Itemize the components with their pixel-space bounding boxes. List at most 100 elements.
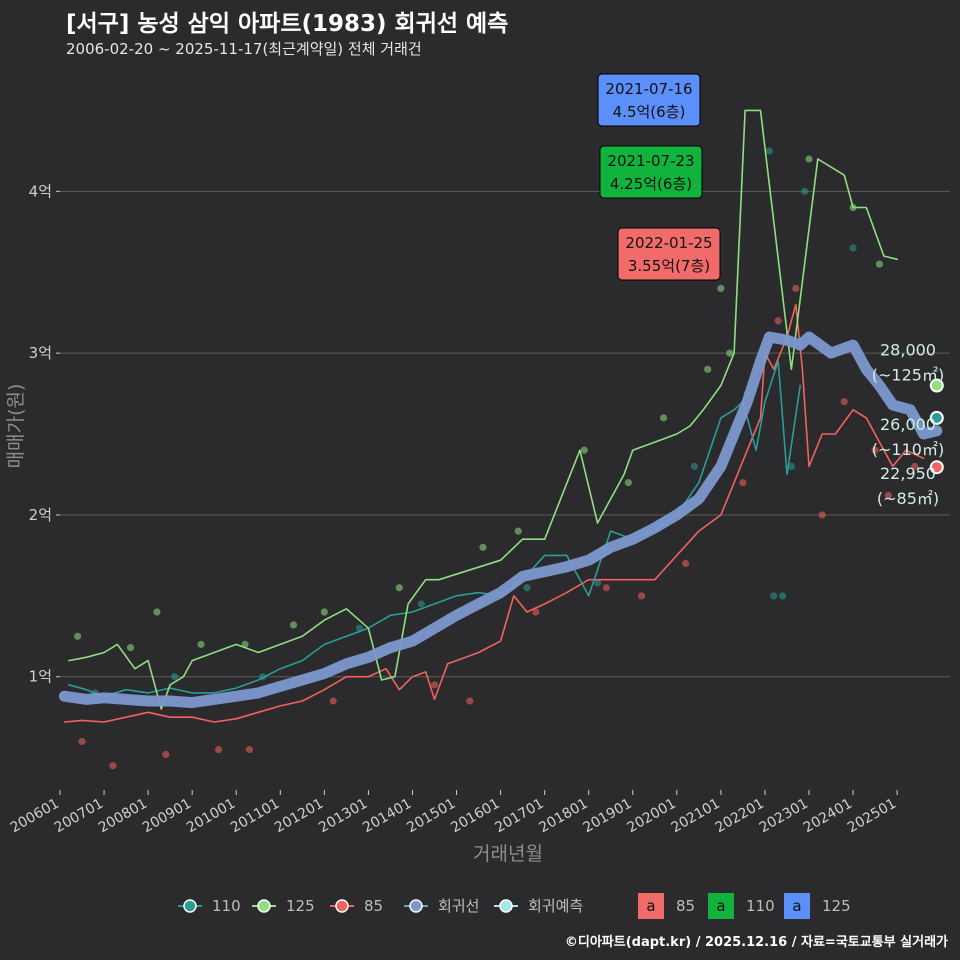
legend-box-glyph: a (646, 897, 655, 915)
x-tick-label: 201401 (360, 796, 414, 837)
legend-swatch-dot (409, 899, 423, 913)
x-tick-label: 201901 (580, 796, 634, 837)
x-tick-label: 201201 (272, 796, 326, 837)
y-tick-label: 3억 (29, 344, 52, 362)
scatter-point-85 (637, 592, 646, 600)
y-tick-label: 1억 (29, 668, 52, 686)
callout-date: 2021-07-23 (607, 152, 694, 170)
scatter-point-125 (126, 644, 135, 652)
callout-box (599, 145, 703, 199)
scatter-point-125 (624, 478, 632, 487)
scatter-point-125 (320, 608, 328, 616)
scatter-point-85 (532, 608, 540, 616)
callout-date: 2021-07-16 (605, 80, 692, 98)
scatter-point-85 (884, 491, 892, 500)
x-tick-label: 200801 (96, 796, 150, 837)
scatter-point-85 (871, 446, 879, 454)
callout-price: 3.55억(7층) (628, 257, 710, 275)
scatter-point-110 (690, 462, 699, 471)
scatter-point-125 (805, 155, 813, 163)
legend-swatch-dot (257, 899, 271, 913)
scatter-point-85 (602, 584, 610, 592)
x-tick-label: 202101 (669, 796, 723, 837)
callout-price: 4.25억(6층) (610, 175, 692, 193)
forecast-value-label: 22,950 (880, 464, 936, 483)
legend-label: 125 (286, 897, 315, 915)
scatter-point-85 (466, 697, 474, 705)
scatter-point-85 (818, 511, 826, 519)
scatter-point-110 (523, 584, 531, 592)
scatter-point-110 (765, 147, 773, 155)
scatter-point-85 (78, 737, 86, 746)
callout-2022-01-25: 2022-01-25 3.55억(7층) (617, 227, 721, 281)
forecast-marker-85 (929, 460, 944, 475)
callout-price: 4.5억(6층) (613, 103, 686, 121)
forecast-marker-110 (929, 410, 944, 425)
callout-2021-07-16: 2021-07-16 4.5억(6층) (597, 73, 701, 127)
callout-date: 2022-01-25 (625, 234, 712, 252)
scatter-point-85 (215, 745, 223, 754)
x-tick-label: 202401 (801, 796, 855, 837)
x-tick-label: 200701 (52, 796, 106, 837)
scatter-point-85 (430, 681, 439, 689)
x-tick-label: 201501 (404, 796, 458, 837)
x-tick-label: 202001 (625, 796, 679, 837)
x-tick-label: 202201 (713, 796, 767, 837)
forecast-area-label: (~110㎡) (872, 440, 944, 459)
callout-box (617, 227, 721, 281)
x-tick-label: 201301 (316, 796, 370, 837)
series-line-125 (68, 109, 898, 710)
x-tick-label: 201001 (184, 796, 238, 837)
legend-swatch-dot (335, 899, 349, 913)
legend-box-label: 125 (822, 897, 851, 915)
x-tick-label: 201601 (448, 796, 502, 837)
scatter-point-110 (170, 673, 179, 681)
scatter-point-125 (704, 365, 712, 373)
legend-box-label: 85 (676, 897, 695, 915)
annotation-callouts: 2021-07-16 4.5억(6층) 2021-07-23 4.25억(6층) 202… (597, 73, 721, 281)
x-tick-label: 202301 (757, 796, 811, 837)
series-line-85 (63, 303, 925, 723)
callout-box (597, 73, 701, 127)
legend: 110 125 85 회귀선 회귀예측 a 85 a 110 a 125 (178, 893, 851, 919)
x-tick-label: 202501 (845, 796, 899, 837)
scatter-point-125 (74, 632, 82, 640)
scatter-point-110 (778, 592, 787, 600)
scatter-point-85 (329, 697, 337, 705)
forecast-markers: 28,000 (~125㎡) 26,000 (~110㎡) 22,950 (~85㎡) (872, 341, 944, 509)
forecast-value-label: 28,000 (880, 341, 936, 360)
x-tick-label: 201801 (536, 796, 590, 837)
scatter-points (74, 147, 919, 770)
legend-label: 85 (364, 897, 383, 915)
scatter-point-125 (197, 640, 205, 648)
scatter-point-110 (770, 592, 778, 600)
x-tick-label: 200601 (8, 796, 62, 837)
legend-swatch-dot (499, 899, 513, 913)
x-tick-label: 201101 (228, 796, 282, 837)
scatter-point-85 (682, 559, 690, 568)
scatter-point-125 (580, 446, 588, 454)
scatter-point-110 (787, 462, 795, 471)
scatter-point-125 (717, 284, 725, 293)
forecast-area-label: (~85㎡) (877, 489, 939, 508)
legend-label: 회귀예측 (528, 897, 583, 915)
legend-box-label: 110 (746, 897, 775, 915)
scatter-point-125 (479, 543, 487, 551)
scatter-point-125 (395, 584, 403, 592)
legend-box-swatch (708, 893, 734, 919)
scatter-point-85 (792, 284, 800, 293)
legend-label: 회귀선 (438, 897, 479, 915)
forecast-value-label: 26,000 (880, 415, 936, 434)
scatter-point-85 (739, 478, 747, 487)
scatter-point-125 (514, 527, 522, 535)
legend-label: 110 (212, 897, 241, 915)
forecast-area-label: (~125㎡) (872, 366, 944, 385)
scatter-point-125 (153, 608, 161, 616)
scatter-point-85 (840, 398, 848, 406)
scatter-point-125 (289, 621, 298, 629)
scatter-point-125 (726, 349, 734, 357)
chart-subtitle: 2006-02-20 ~ 2025-11-17(최근계약일) 전체 거래건 (66, 40, 422, 58)
scatter-point-85 (109, 762, 117, 770)
series-lines (58, 109, 943, 723)
